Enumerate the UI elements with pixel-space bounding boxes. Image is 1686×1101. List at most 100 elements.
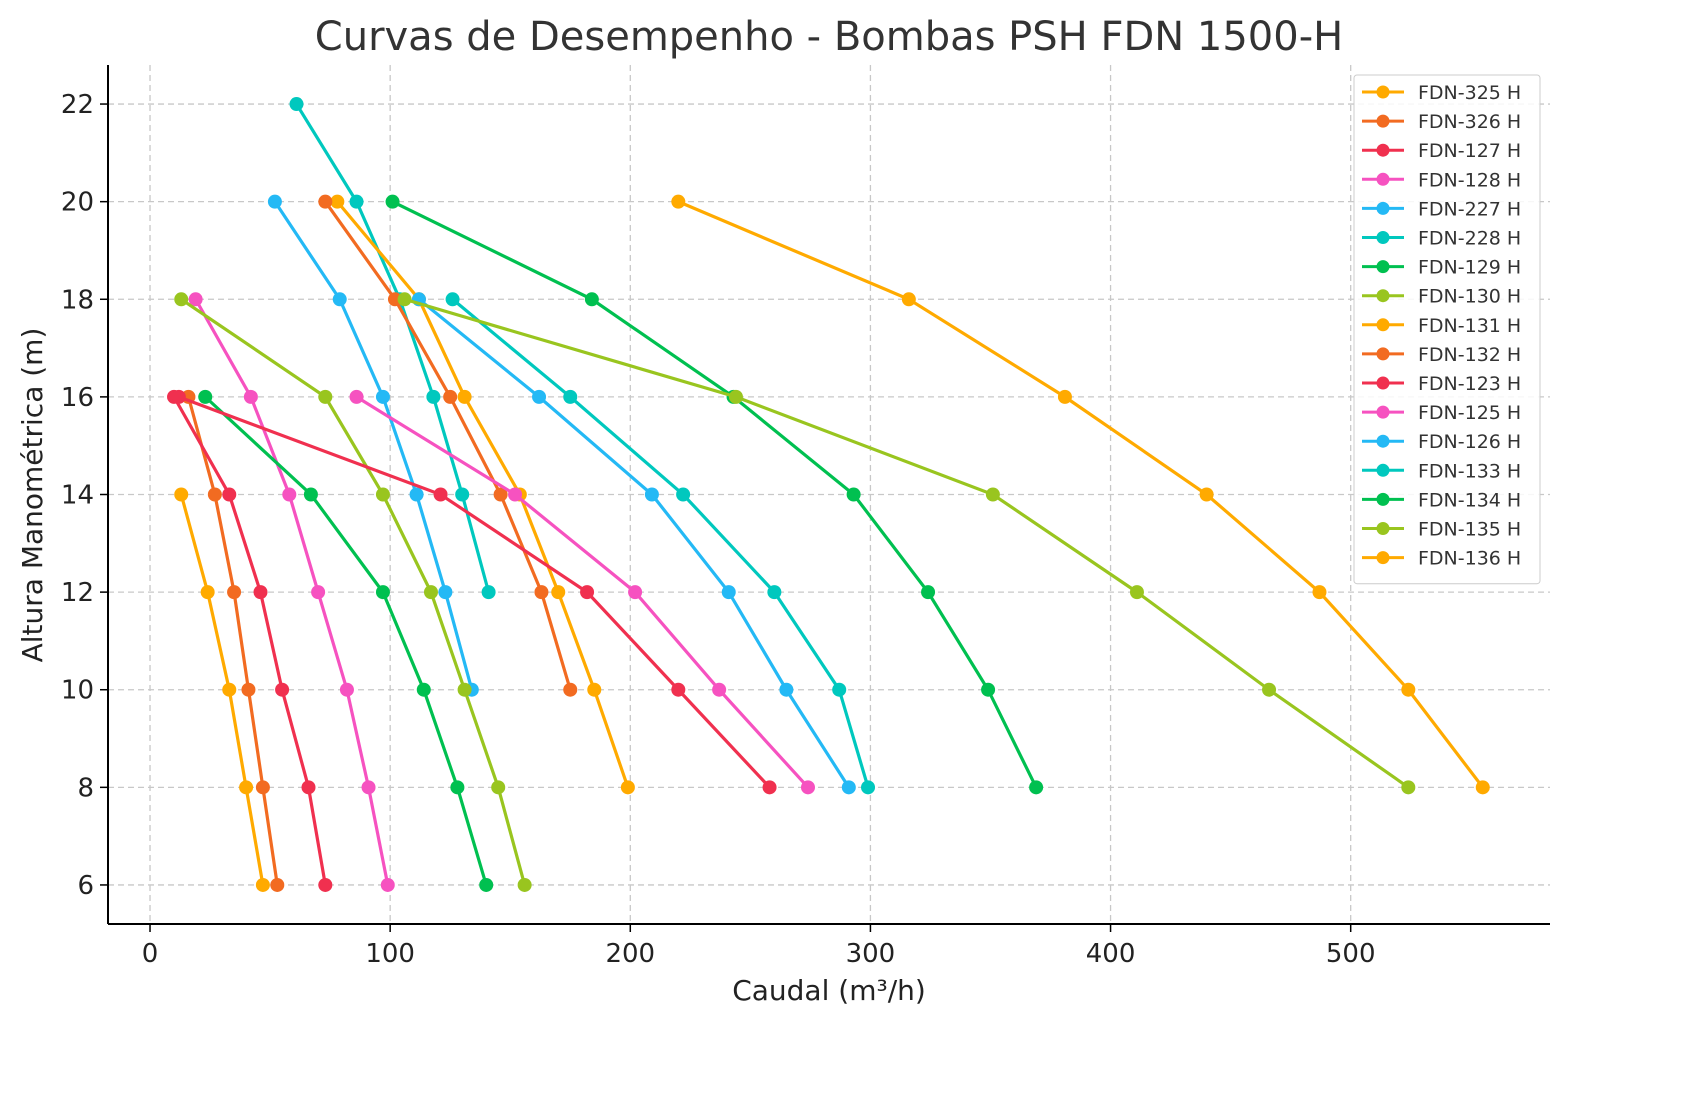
data-point: [255, 780, 270, 795]
x-tick-label: 500: [1326, 939, 1376, 969]
series-line: [324, 200, 572, 691]
legend-swatch-marker: [1376, 231, 1390, 244]
data-point: [311, 585, 326, 600]
series-fdn-134-h: [385, 194, 1044, 795]
legend-label: FDN-126 H: [1418, 431, 1521, 453]
legend-label: FDN-131 H: [1418, 315, 1521, 337]
legend-label: FDN-227 H: [1418, 198, 1521, 220]
data-point: [534, 585, 549, 600]
series-lines: [167, 97, 1490, 892]
data-point: [397, 292, 412, 307]
data-point: [587, 682, 602, 697]
data-point: [385, 194, 400, 209]
data-point: [241, 682, 256, 697]
legend-label: FDN-136 H: [1418, 548, 1521, 570]
data-point: [671, 682, 686, 697]
data-point: [1129, 585, 1144, 600]
data-point: [375, 389, 390, 404]
series-fdn-133-h: [445, 292, 876, 795]
data-point: [981, 682, 996, 697]
data-point: [584, 292, 599, 307]
series-fdn-135-h: [397, 292, 1416, 795]
data-point: [832, 682, 847, 697]
y-axis-label: Altura Manométrica (m): [16, 328, 49, 663]
legend-swatch-marker: [1376, 172, 1390, 186]
data-point: [375, 585, 390, 600]
data-point: [253, 585, 268, 600]
data-point: [433, 487, 448, 502]
data-point: [227, 585, 242, 600]
data-point: [255, 877, 270, 892]
legend-swatch-marker: [1376, 201, 1390, 215]
data-point: [841, 780, 856, 795]
x-tick-label: 100: [365, 939, 415, 969]
legend-swatch-marker: [1376, 347, 1390, 361]
series-fdn-228-h: [289, 97, 496, 600]
legend-swatch-marker: [1376, 376, 1390, 390]
data-point: [303, 487, 318, 502]
legend-swatch-marker: [1376, 405, 1390, 419]
x-tick-label: 400: [1086, 939, 1136, 969]
data-point: [222, 682, 237, 697]
series-line: [204, 395, 488, 886]
legend-label: FDN-326 H: [1418, 111, 1521, 133]
data-point: [349, 194, 364, 209]
series-fdn-129-h: [198, 389, 494, 892]
legend-swatch-marker: [1376, 143, 1390, 157]
series-fdn-227-h: [267, 194, 479, 697]
data-point: [282, 487, 297, 502]
series-fdn-126-h: [411, 292, 856, 795]
data-point: [846, 487, 861, 502]
data-point: [198, 389, 213, 404]
data-point: [1475, 780, 1490, 795]
data-point: [361, 780, 376, 795]
data-point: [409, 487, 424, 502]
x-tick-label: 0: [142, 939, 159, 969]
data-point: [339, 682, 354, 697]
data-point: [563, 389, 578, 404]
data-point: [438, 585, 453, 600]
legend-swatch-marker: [1376, 260, 1390, 274]
series-line: [404, 297, 1410, 789]
data-point: [243, 389, 258, 404]
data-point: [1401, 682, 1416, 697]
y-tick-label: 16: [61, 383, 94, 413]
data-point: [275, 682, 290, 697]
data-point: [171, 389, 186, 404]
legend-label: FDN-228 H: [1418, 228, 1521, 250]
legend-swatch-marker: [1376, 114, 1390, 128]
data-point: [443, 389, 458, 404]
series-fdn-125-h: [349, 389, 815, 795]
data-point: [728, 389, 743, 404]
series-fdn-123-h: [171, 389, 777, 795]
series-line: [273, 200, 474, 691]
data-point: [457, 682, 472, 697]
legend-label: FDN-125 H: [1418, 402, 1521, 424]
legend: FDN-325 H FDN-326 H FDN-127 H FDN-128 H FDN-…: [1353, 74, 1541, 585]
data-point: [1401, 780, 1416, 795]
data-point: [270, 877, 285, 892]
series-fdn-325-h: [174, 487, 270, 892]
legend-label: FDN-130 H: [1418, 286, 1521, 308]
ticks: 0 100 200 300 400 500 6 8 10 12 14 16 18 20 22: [61, 90, 1376, 969]
data-point: [481, 585, 496, 600]
series-fdn-136-h: [671, 194, 1490, 795]
data-point: [416, 682, 431, 697]
data-point: [712, 682, 727, 697]
series-line: [172, 396, 327, 886]
data-point: [207, 487, 222, 502]
data-point: [188, 292, 203, 307]
series-line: [417, 298, 851, 789]
data-point: [375, 487, 390, 502]
legend-label: FDN-135 H: [1418, 519, 1521, 541]
y-tick-label: 10: [61, 676, 94, 706]
series-fdn-132-h: [318, 194, 578, 697]
legend-label: FDN-132 H: [1418, 344, 1521, 366]
data-point: [620, 780, 635, 795]
x-tick-label: 300: [846, 939, 896, 969]
data-point: [508, 487, 523, 502]
series-line: [295, 103, 491, 593]
grid: [108, 65, 1550, 924]
data-point: [445, 292, 460, 307]
data-point: [387, 292, 402, 307]
